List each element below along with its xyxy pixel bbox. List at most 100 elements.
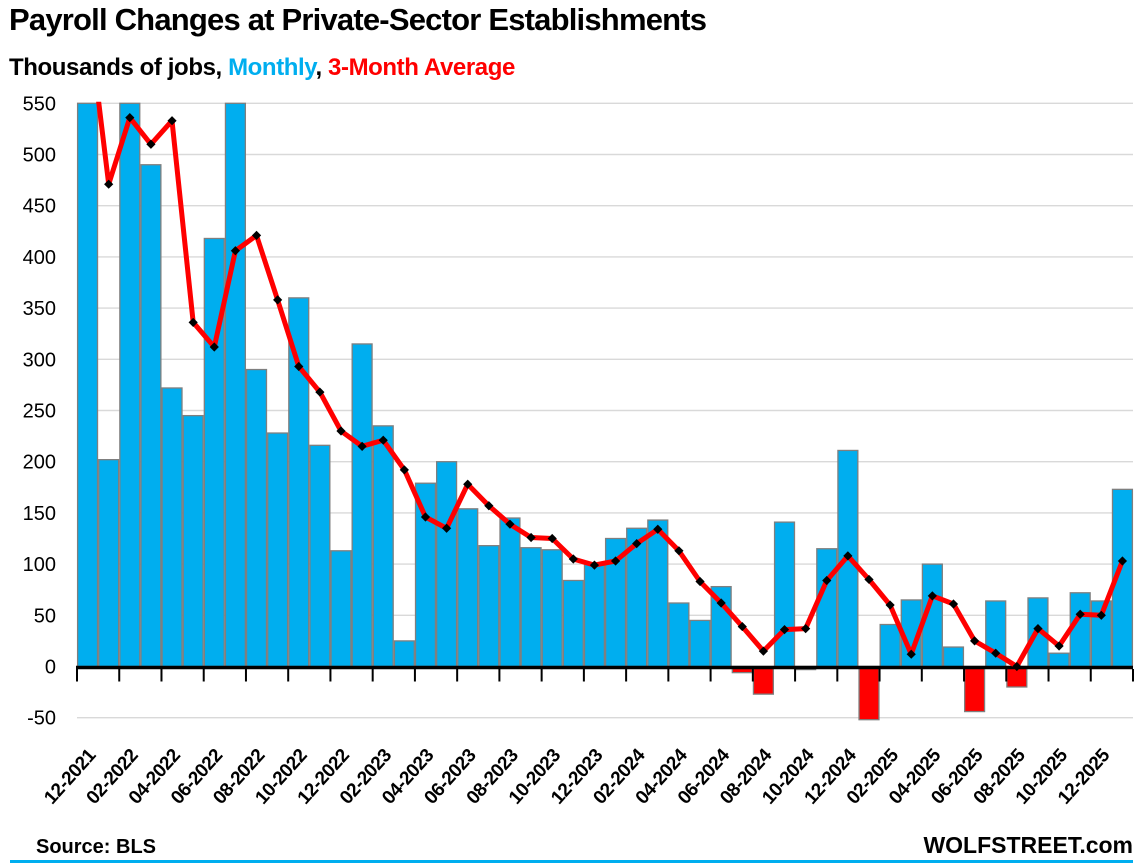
bar-06-2022 [203,237,225,668]
three-month-average-line [96,101,1125,669]
avg-marker-06-2023 [463,479,473,489]
y-axis-label-250: 250 [23,401,56,423]
avg-marker-12-2024 [843,551,853,561]
bar-04-2024 [668,602,690,668]
avg-marker-12-2025 [1096,610,1106,620]
bar-12-2021 [76,102,99,668]
avg-marker-12-2023 [589,560,600,570]
avg-marker-11-2022 [315,387,325,397]
bar-12-2023 [583,563,606,668]
bar-10-2025 [1048,652,1070,668]
avg-marker-01-2024 [610,556,621,566]
avg-marker-05-2022 [188,317,198,328]
avg-marker-01-2022 [104,179,114,189]
avg-marker-02-2022 [125,113,135,123]
avg-marker-08-2023 [505,519,515,529]
bar-06-2023 [457,508,479,668]
avg-marker-07-2022 [230,246,240,256]
avg-marker-03-2025 [906,649,916,659]
avg-marker-12-2022 [336,426,346,436]
avg-marker-09-2023 [526,532,536,543]
avg-marker-08-2024 [758,646,768,656]
bar-09-2023 [520,547,542,668]
avg-marker-11-2024 [822,575,832,586]
bar-07-2022 [224,102,247,668]
avg-marker-01-2026 [1117,556,1128,566]
avg-marker-04-2023 [420,512,431,522]
avg-marker-02-2024 [632,539,642,549]
y-axis-label-350: 350 [23,298,56,320]
bar-04-2022 [161,387,183,668]
avg-marker-05-2024 [695,576,705,587]
legend-average-label: 3-Month Average [328,54,515,81]
chart-subtitle: Thousands of jobs, Monthly, 3-Month Aver… [9,54,515,82]
bar-04-2023 [414,482,437,668]
bar-02-2022 [119,102,141,668]
avg-marker-08-2022 [251,230,262,240]
bar-03-2024 [647,519,669,668]
subtitle-separator: , [315,54,329,81]
bar-02-2023 [372,425,394,668]
avg-marker-07-2025 [991,648,1001,658]
bar-09-2024 [773,521,796,668]
bar-11-2023 [562,579,584,668]
avg-marker-05-2023 [442,523,452,533]
avg-marker-06-2022 [209,342,219,352]
avg-marker-10-2024 [801,624,811,634]
subtitle-units: Thousands of jobs, [9,54,229,81]
avg-marker-09-2024 [779,625,790,635]
y-axis-label-200: 200 [23,452,56,474]
page-title: Payroll Changes at Private-Sector Establ… [9,2,707,37]
avg-marker-10-2022 [294,361,304,372]
bar-11-2024 [816,548,838,668]
avg-marker-01-2023 [357,441,367,451]
avg-marker-04-2024 [674,546,684,556]
bar-01-2022 [98,459,120,668]
bar-03-2023 [393,640,415,668]
y-axis-label-150: 150 [23,503,56,525]
y-axis-label-550: 550 [23,93,56,115]
bar-10-2022 [288,297,310,668]
avg-marker-10-2023 [547,533,557,544]
avg-marker-04-2025 [927,591,937,601]
avg-marker-10-2025 [1054,641,1064,651]
bar-01-2023 [351,343,373,668]
y-axis-label-50: 50 [34,605,56,627]
bar-06-2025 [963,665,986,713]
bar-12-2022 [330,550,352,668]
avg-marker-04-2022 [167,116,177,126]
avg-marker-09-2022 [273,295,283,305]
avg-marker-09-2025 [1033,624,1043,634]
avg-marker-06-2025 [970,636,980,646]
bar-02-2025 [879,623,901,668]
avg-marker-08-2025 [1012,661,1022,672]
bar-11-2025 [1069,592,1091,668]
avg-marker-06-2024 [716,598,726,608]
y-axis-label-300: 300 [23,349,56,371]
bar-08-2024 [752,665,775,695]
wolfstreet-branding: WOLFSTREET.com [923,832,1133,858]
avg-marker-07-2024 [737,621,747,632]
y-axis-label-0: 0 [45,657,56,679]
bar-05-2025 [942,646,965,668]
bar-11-2022 [309,444,331,668]
avg-marker-05-2025 [948,599,959,609]
avg-marker-02-2025 [885,600,895,610]
bottom-accent-rule [10,860,1133,863]
bar-01-2025 [858,665,880,721]
y-axis-label-100: 100 [23,554,56,576]
bar-03-2022 [140,164,162,668]
avg-marker-03-2022 [146,139,156,149]
y-axis-label-400: 400 [23,247,56,269]
bar-05-2024 [689,619,711,668]
bar-05-2022 [182,414,204,668]
bar-07-2023 [478,545,500,668]
y-axis-label--50: -50 [27,708,56,730]
avg-marker-07-2023 [484,501,494,511]
source-note: Source: BLS [36,836,157,858]
bar-05-2023 [435,461,458,668]
avg-marker-01-2025 [864,574,874,585]
avg-marker-11-2025 [1075,609,1085,619]
